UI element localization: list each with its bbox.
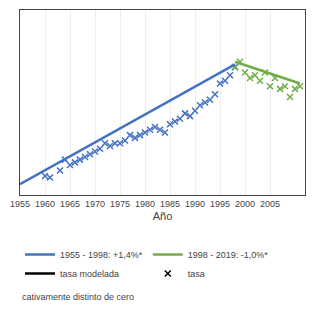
- svg-text:tasa: tasa: [188, 269, 205, 279]
- svg-text:1955 - 1998: +1,4%*: 1955 - 1998: +1,4%*: [60, 250, 143, 260]
- svg-text:2005: 2005: [260, 199, 280, 209]
- svg-text:1965: 1965: [60, 199, 80, 209]
- svg-text:1980: 1980: [135, 199, 155, 209]
- svg-text:1975: 1975: [110, 199, 130, 209]
- svg-text:1998 - 2019: -1,0%*: 1998 - 2019: -1,0%*: [188, 250, 269, 260]
- svg-text:1970: 1970: [85, 199, 105, 209]
- svg-text:1985: 1985: [160, 199, 180, 209]
- svg-text:1960: 1960: [35, 199, 55, 209]
- svg-text:cativamente distinto de cero: cativamente distinto de cero: [22, 292, 134, 302]
- svg-text:1955: 1955: [10, 199, 30, 209]
- svg-text:1995: 1995: [210, 199, 230, 209]
- svg-text:Año: Año: [153, 210, 173, 222]
- svg-text:2000: 2000: [235, 199, 255, 209]
- svg-text:tasa modelada: tasa modelada: [60, 269, 119, 279]
- svg-text:1990: 1990: [185, 199, 205, 209]
